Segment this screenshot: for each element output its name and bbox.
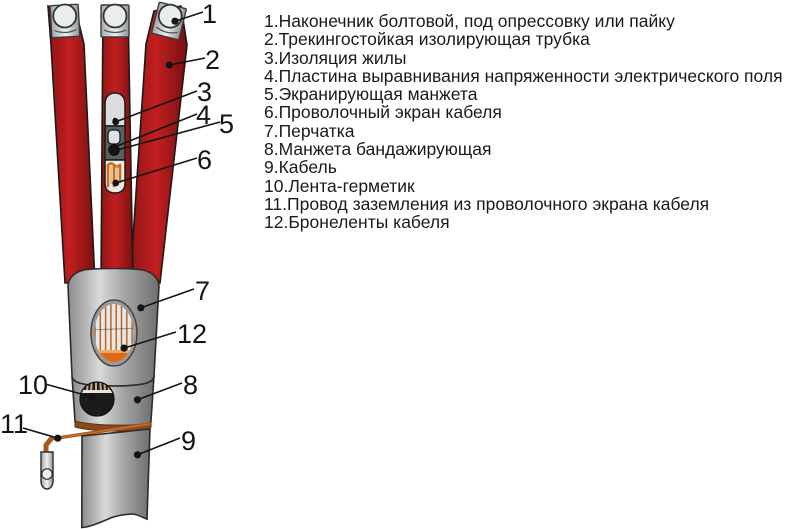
svg-text:12: 12	[177, 319, 207, 349]
svg-text:10: 10	[18, 370, 48, 400]
svg-text:9: 9	[181, 426, 196, 456]
svg-text:5: 5	[219, 109, 234, 139]
svg-text:1: 1	[202, 0, 217, 29]
svg-text:2: 2	[205, 45, 220, 75]
svg-text:11: 11	[0, 409, 28, 439]
svg-text:7: 7	[195, 276, 210, 306]
svg-text:8: 8	[183, 370, 198, 400]
svg-text:6: 6	[197, 145, 212, 175]
